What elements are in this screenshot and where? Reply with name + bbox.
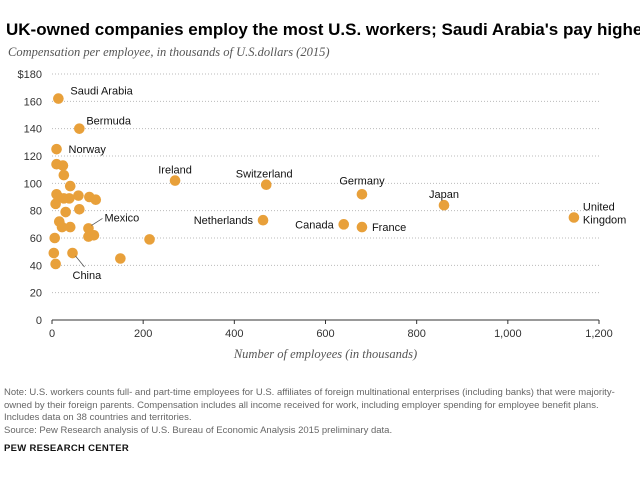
point-label: Japan	[429, 189, 459, 201]
point	[58, 169, 70, 181]
x-tick-label: 0	[49, 328, 55, 340]
y-tick-label: 140	[24, 124, 42, 136]
point	[64, 180, 76, 192]
point-saudi-arabia	[53, 93, 64, 104]
point-label: Switzerland	[236, 169, 293, 181]
point	[64, 221, 76, 233]
y-tick-label: 120	[24, 151, 42, 163]
point	[48, 247, 60, 259]
point-bermuda	[74, 123, 85, 134]
point-germany	[356, 188, 368, 200]
point-label: Saudi Arabia	[70, 86, 133, 98]
point	[144, 234, 155, 245]
point-label: China	[73, 270, 103, 282]
point	[56, 221, 68, 233]
point-united-kingdom	[568, 212, 580, 223]
point	[50, 198, 61, 210]
point	[90, 194, 102, 206]
point-label: Netherlands	[194, 215, 254, 227]
point	[50, 258, 61, 270]
x-tick-label: 1,200	[585, 328, 613, 340]
chart-source: Source: Pew Research analysis of U.S. Bu…	[4, 425, 393, 436]
chart-title: UK-owned companies employ the most U.S. …	[6, 20, 640, 39]
point	[74, 204, 85, 215]
x-tick-label: 1,000	[494, 328, 522, 340]
x-tick-label: 400	[225, 328, 243, 340]
point-netherlands	[257, 214, 269, 226]
point-label: Bermuda	[86, 116, 132, 128]
point-china	[67, 247, 78, 259]
x-tick-label: 200	[134, 328, 152, 340]
point	[60, 206, 71, 218]
point-ireland	[169, 175, 181, 186]
chart-note: Note: U.S. workers counts full- and part…	[4, 387, 615, 423]
point-japan	[438, 199, 450, 211]
point	[88, 229, 100, 241]
point-norway	[51, 143, 62, 155]
x-axis-title: Number of employees (in thousands)	[233, 347, 417, 361]
point-label: Germany	[339, 175, 385, 187]
y-tick-label: 20	[30, 288, 42, 300]
y-tick-label: $180	[18, 69, 42, 81]
point-france	[356, 221, 368, 233]
point-canada	[338, 219, 350, 230]
scatter-chart: 0 20 40 60 80 100 120 140 160 $180 0 200 400 600 800 1,…	[18, 69, 627, 361]
x-tick-label: 600	[316, 328, 334, 340]
chart-subtitle: Compensation per employee, in thousands …	[8, 45, 330, 59]
point	[57, 160, 69, 171]
y-tick-label: 60	[30, 233, 42, 245]
y-tick-label: 160	[24, 96, 42, 108]
point-switzerland	[260, 179, 272, 190]
leader-line	[75, 255, 85, 268]
point-label: France	[372, 222, 406, 234]
point-label: Ireland	[158, 165, 192, 177]
x-tick-label: 800	[407, 328, 425, 340]
point	[64, 193, 75, 204]
point-label: Mexico	[104, 212, 139, 224]
y-tick-label: 80	[30, 206, 42, 218]
y-tick-label: 40	[30, 260, 42, 272]
point	[115, 253, 126, 264]
org-credit: PEW RESEARCH CENTER	[4, 443, 129, 454]
y-tick-label: 100	[24, 178, 42, 190]
point-label: Norway	[69, 144, 107, 156]
y-tick-label: 0	[36, 315, 42, 327]
point-label: Canada	[295, 219, 334, 231]
point	[73, 190, 84, 201]
point-label: United Kingdom	[583, 202, 626, 227]
point	[49, 232, 61, 244]
leader-line	[91, 218, 103, 226]
